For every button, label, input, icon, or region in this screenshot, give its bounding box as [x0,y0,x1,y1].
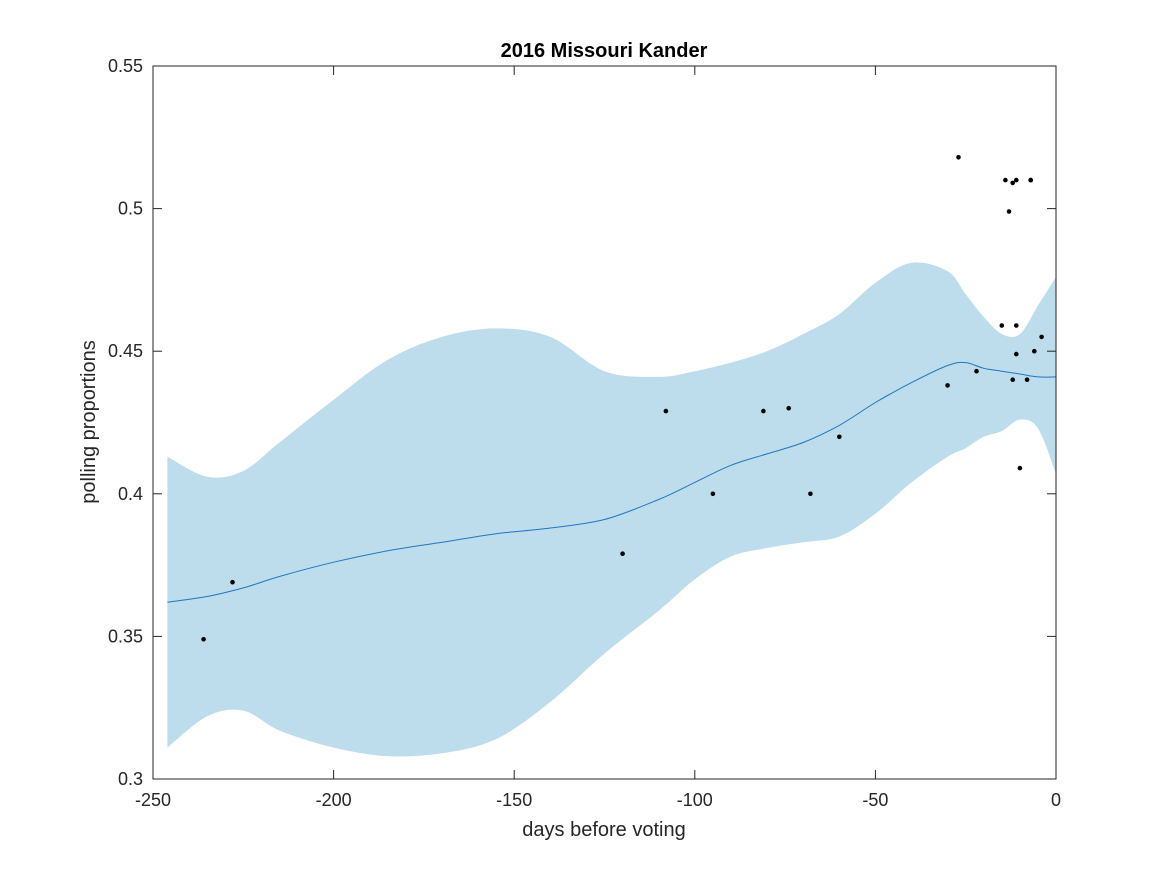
data-point [710,491,716,497]
x-axis-label: days before voting [522,819,685,841]
data-point [1024,377,1030,383]
data-point [1039,334,1044,340]
data-point [1014,351,1019,357]
data-point [620,551,625,556]
data-point [1014,323,1019,328]
x-tick-label: -150 [496,790,532,810]
data-point [1006,209,1012,214]
data-point [786,405,791,411]
data-point [974,368,979,374]
y-tick-label: 0.3 [118,769,143,789]
plot-area [167,155,1057,757]
confidence-band [167,262,1056,757]
x-tick-label: -200 [316,790,352,810]
data-point [663,408,669,414]
data-point [956,155,961,160]
data-point [837,434,842,440]
y-tick-label: 0.5 [118,199,143,219]
data-point [761,408,766,414]
data-point [945,383,950,388]
axes: -250 -200 -150 -100 -50 0 0.3 0.35 0.4 0.45 0.5 0.5… [108,56,1061,810]
data-point [1028,177,1033,183]
y-tick-label: 0.45 [108,341,143,361]
fit-line [167,361,1057,603]
x-tick-label: -250 [135,790,171,810]
y-tick-label: 0.35 [108,626,143,646]
data-point [1014,177,1019,183]
x-tick-label: -50 [862,790,888,810]
data-point [201,637,206,642]
x-tick-label: 0 [1051,790,1061,810]
y-tick-label: 0.55 [108,56,143,76]
y-axis-label: polling proportions [78,340,100,503]
data-point [1010,377,1015,383]
y-tick-label: 0.4 [118,484,143,504]
data-point [999,323,1005,328]
data-point [1032,348,1037,354]
data-point [1017,465,1023,471]
data-point [230,579,235,585]
data-point [1003,177,1008,183]
data-point [808,491,813,497]
x-tick-label: -100 [677,790,713,810]
chart-title: 2016 Missouri Kander [501,40,708,62]
axes-box [152,65,1057,780]
data-point [1010,180,1015,186]
